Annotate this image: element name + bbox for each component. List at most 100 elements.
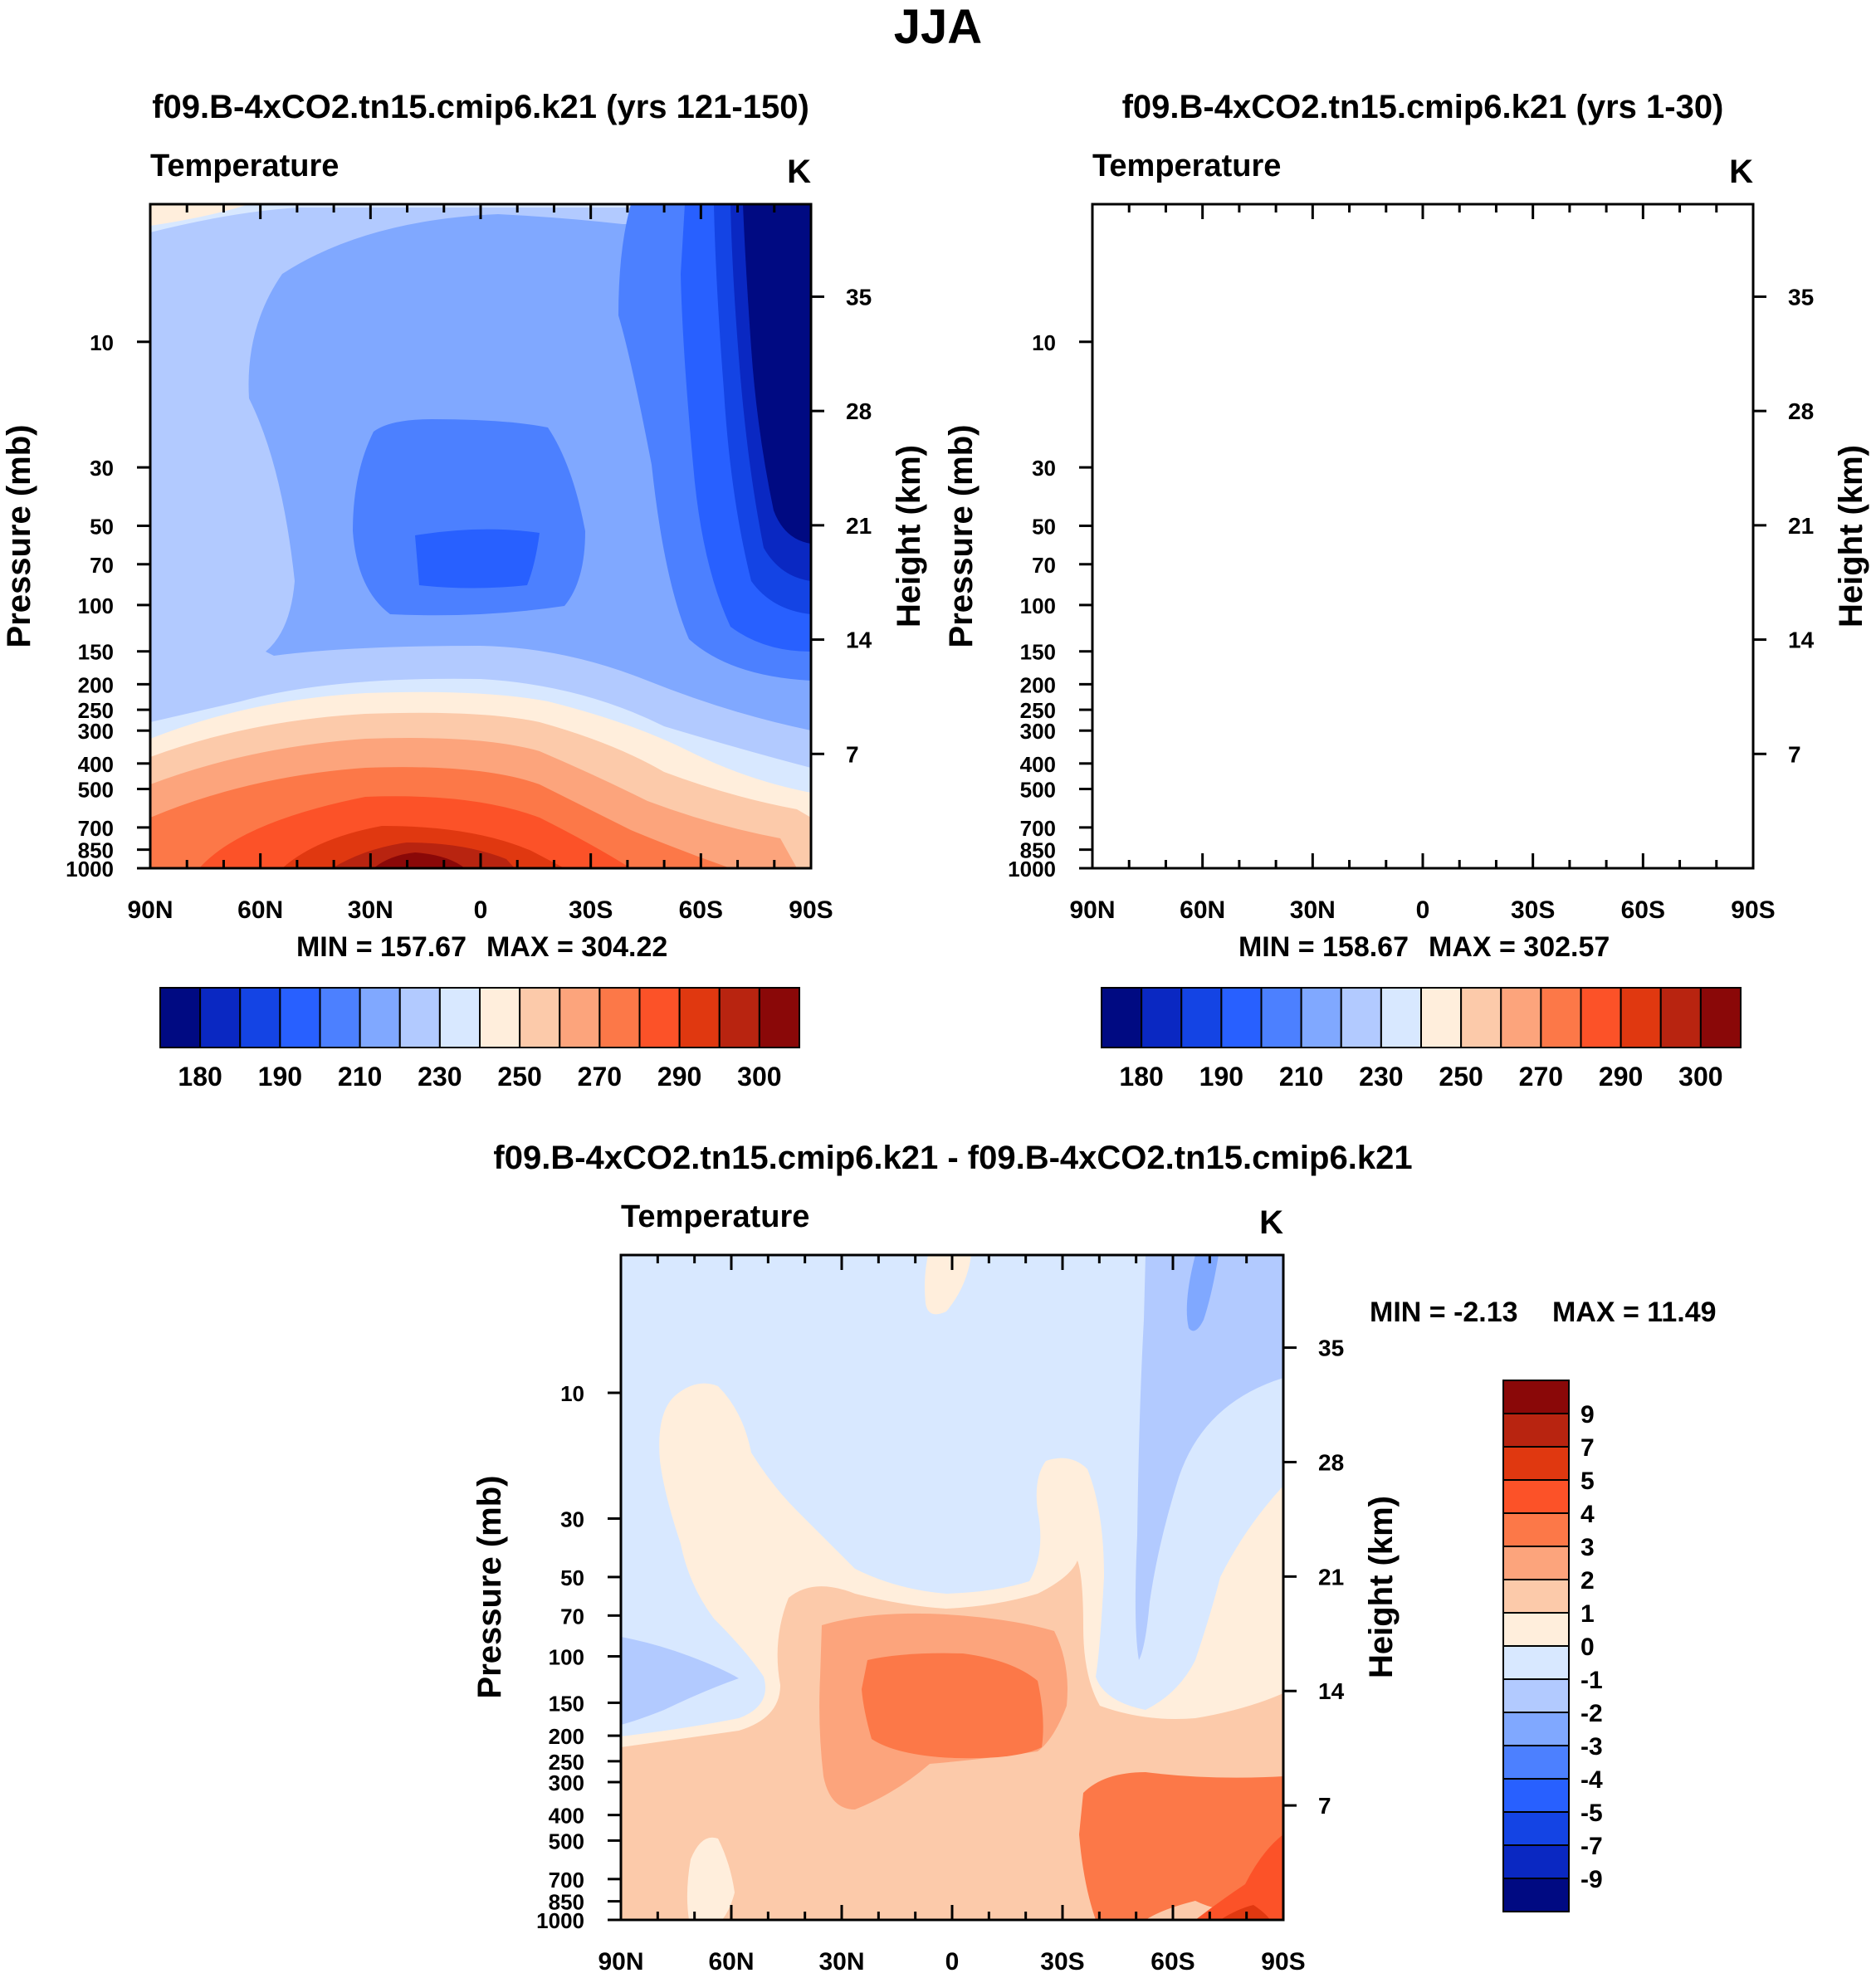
pressure-tick-label: 200 [78,672,114,697]
band-lvl-12 [1195,1834,1283,1920]
colorbar-label: 270 [1519,1062,1563,1092]
colorbar: 9 7 5 4 3 2 1 0 -1 -2 -3 -4 -5 -7 -9 [1502,1380,1603,1912]
colorbar-label: 0 [1580,1634,1595,1661]
pressure-tick-label: 30 [1032,456,1056,481]
colorbar-box [598,987,641,1048]
height-tick-label: 7 [1788,741,1801,767]
colorbar-label: 290 [657,1062,701,1092]
colorbar-box [559,987,601,1048]
pressure-tick-label: 250 [78,698,114,723]
pressure-tick-label: 250 [549,1750,584,1775]
max-value: MAX = 304.22 [486,931,667,963]
x-tick-label: 60N [708,1948,754,1976]
colorbar-box [1502,1844,1570,1879]
x-tick-label: 0 [474,896,488,924]
contour-field [1092,204,1753,868]
pressure-tick-label: 1000 [1008,857,1056,882]
band-lvl-2 [1660,204,1753,618]
band-lvl-13 [1220,1905,1270,1920]
colorbar-box [1460,987,1502,1048]
colorbar-label: 210 [1279,1062,1323,1092]
colorbar-box [1502,1811,1570,1846]
colorbar-box [1300,987,1342,1048]
band-lvl-3 [1361,530,1482,589]
colorbar-box [1502,1446,1570,1481]
height-tick-label: 7 [846,741,859,767]
band-lvl-9 [1092,715,1753,868]
colorbar-box [519,987,561,1048]
pressure-tick-label: 100 [1020,593,1056,618]
colorbar-box [1502,1413,1570,1448]
y-axis-label-right: Height (km) [1833,445,1869,628]
band-lvl-0 [1689,204,1753,548]
colorbar-label: 210 [338,1062,382,1092]
colorbar-box [1502,1745,1570,1780]
colorbar-box [1502,1878,1570,1912]
band-lvl-4b [1565,204,1753,685]
y-axis-label-left: Pressure (mb) [1,425,37,648]
colorbar-box [1101,987,1143,1048]
x-tick-label: 60N [1180,896,1225,924]
y-axis-label-right: Height (km) [891,445,927,628]
colorbar-box [1659,987,1702,1048]
colorbar-box [398,987,441,1048]
pressure-tick-label: 700 [1020,816,1056,841]
min-value: MIN = 157.67 [296,931,467,963]
x-tick-label: 30S [569,896,613,924]
pressure-tick-label: 400 [1020,752,1056,777]
colorbar-label: 7 [1580,1434,1595,1462]
pressure-tick-label: 50 [90,514,114,539]
band-lvl-8c [686,1837,735,1920]
colorbar-label: -9 [1580,1866,1603,1893]
colorbar-box [1220,987,1263,1048]
pressure-tick-label: 150 [1020,640,1056,665]
pressure-tick-label: 850 [1020,838,1056,863]
colorbar-label: 4 [1580,1501,1595,1528]
pressure-tick-label: 300 [78,719,114,744]
panel-title: f09.B-4xCO2.tn15.cmip6.k21 (yrs 1-30) [1122,89,1724,125]
colorbar-box [1502,1645,1570,1680]
pressure-tick-label: 700 [549,1868,584,1893]
colorbar-label: 250 [497,1062,541,1092]
height-tick-labels: 7 14 21 28 35 [1283,1336,1345,1819]
colorbar-box [1502,1612,1570,1647]
max-value: MAX = 11.49 [1552,1297,1717,1328]
height-tick-label: 35 [1788,284,1814,310]
colorbar-box [1260,987,1302,1048]
pressure-tick-label: 700 [78,816,114,841]
colorbar-box [239,987,281,1048]
colorbar-box [1180,987,1223,1048]
x-tick-labels: 90N 60N 30N 0 30S 60S 90S [127,204,833,924]
band-lvl-6b [621,1637,739,1725]
pressure-tick-label: 100 [549,1645,584,1670]
x-tick-labels: 90N 60N 30N 0 30S 60S 90S [598,1255,1306,1976]
colorbar-box [279,987,321,1048]
colorbar-label: 290 [1599,1062,1643,1092]
band-lvl-3 [415,529,540,589]
y-axis-label-left: Pressure (mb) [471,1476,508,1699]
x-tick-label: 90N [1069,896,1115,924]
plot-frame [1091,203,1755,870]
band-lvl-5 [1191,214,1754,735]
x-tick-label: 60S [1621,896,1665,924]
height-tick-label: 35 [846,284,872,310]
pressure-tick-label: 30 [90,456,114,481]
colorbar-box [1380,987,1422,1048]
colorbar-box [1580,987,1622,1048]
pressure-tick-label: 200 [549,1724,584,1749]
colorbar-box [359,987,401,1048]
min-value: MIN = 158.67 [1238,931,1409,963]
colorbar-label: 5 [1580,1468,1595,1495]
x-tick-label: 90S [1731,896,1775,924]
pressure-tick-label: 400 [549,1804,584,1829]
colorbar-label: 190 [258,1062,302,1092]
band-lvl-8b [1092,204,1191,226]
band-lvl-6 [1135,1255,1283,1660]
height-tick-label: 28 [1318,1449,1344,1475]
colorbar-box [1502,1778,1570,1813]
band-lvl-15 [374,852,465,868]
colorbar-box [1500,987,1542,1048]
panel-top-left: f09.B-4xCO2.tn15.cmip6.k21 (yrs 121-150)… [1,89,927,1092]
